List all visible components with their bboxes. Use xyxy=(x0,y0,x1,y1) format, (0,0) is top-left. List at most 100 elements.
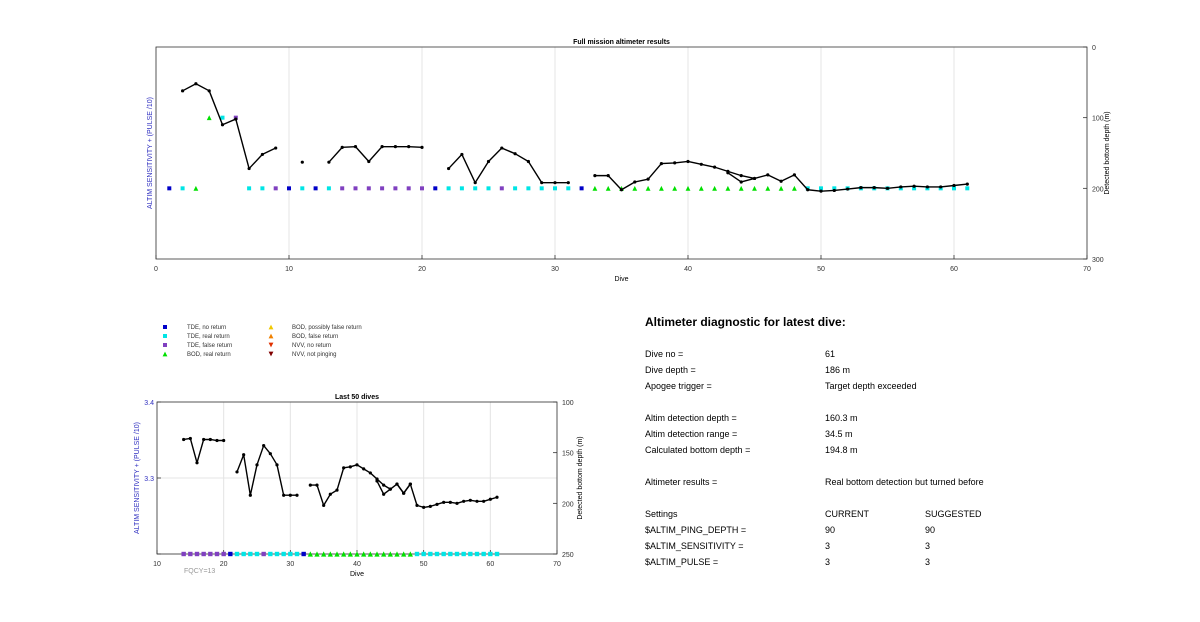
marker-triangle-up xyxy=(361,551,367,557)
depth-point xyxy=(435,502,439,506)
depth-point xyxy=(382,492,386,496)
legend-label: TDE, real return xyxy=(187,334,230,340)
marker-square xyxy=(481,551,486,557)
depth-point xyxy=(819,189,823,193)
depth-point xyxy=(912,184,916,188)
legend-label: TDE, no return xyxy=(187,325,226,331)
x-tick-label: 60 xyxy=(950,266,958,273)
legend-label: NVV, not pinging xyxy=(292,352,336,358)
marker-square xyxy=(468,551,473,557)
marker-triangle-up xyxy=(374,551,380,557)
depth-point xyxy=(619,188,624,192)
depth-point xyxy=(340,145,344,149)
depth-point xyxy=(420,145,424,149)
depth-point xyxy=(460,152,464,157)
depth-point xyxy=(402,491,406,495)
y2-axis-label: Detected bottom depth (m) xyxy=(577,436,584,519)
marker-triangle-up xyxy=(698,185,704,191)
depth-point xyxy=(188,436,192,441)
x-tick-label: 40 xyxy=(684,266,692,273)
marker-square xyxy=(220,115,225,120)
marker-square xyxy=(414,551,420,557)
diagnostic-value: 34.5 m xyxy=(825,429,853,439)
marker-triangle-up xyxy=(334,551,340,557)
depth-point xyxy=(792,173,797,177)
y2-tick-label: 100 xyxy=(1092,116,1104,123)
marker-square xyxy=(241,551,246,557)
y2-tick-label: 200 xyxy=(562,501,574,508)
depth-point xyxy=(659,162,664,166)
depth-point xyxy=(181,89,185,93)
marker-square xyxy=(473,186,478,191)
marker-square xyxy=(247,186,252,191)
depth-point xyxy=(260,152,264,157)
depth-point xyxy=(234,117,238,121)
marker-square xyxy=(965,186,970,191)
diagnostic-label: Dive no = xyxy=(645,349,684,359)
marker-triangle-up xyxy=(354,551,360,557)
marker-square xyxy=(163,334,167,338)
depth-point xyxy=(353,145,358,149)
marker-square xyxy=(340,186,345,191)
marker-square xyxy=(486,186,491,191)
x-tick-label: 20 xyxy=(220,561,228,568)
x-tick-label: 10 xyxy=(285,266,293,273)
depth-point xyxy=(393,145,397,149)
depth-point xyxy=(448,500,452,504)
x-tick-label: 20 xyxy=(418,266,426,273)
marker-square xyxy=(441,551,446,557)
depth-point xyxy=(388,487,392,491)
depth-line xyxy=(448,147,569,184)
depth-point xyxy=(335,488,339,492)
marker-triangle-up xyxy=(672,185,678,191)
y2-tick-label: 0 xyxy=(1092,45,1096,52)
marker-square xyxy=(459,186,464,191)
y2-axis-label: Detected bottom depth (m) xyxy=(1104,111,1111,194)
depth-point xyxy=(202,437,206,442)
depth-point xyxy=(859,186,863,190)
depth-point xyxy=(300,160,304,164)
marker-triangle-up xyxy=(367,551,373,557)
depth-point xyxy=(462,499,466,503)
depth-point xyxy=(566,181,570,185)
y-tick-label: 3.3 xyxy=(144,476,154,483)
marker-square xyxy=(832,186,837,191)
depth-point xyxy=(308,483,312,487)
marker-square xyxy=(294,551,300,557)
depth-point xyxy=(513,152,517,156)
depth-point xyxy=(362,467,366,471)
x-tick-label: 70 xyxy=(553,561,561,568)
marker-triangle-up xyxy=(401,551,407,557)
marker-square xyxy=(428,551,433,557)
marker-square xyxy=(579,186,584,191)
depth-point xyxy=(442,500,446,504)
settings-header-label: Settings xyxy=(645,509,678,519)
depth-point xyxy=(673,161,677,165)
depth-point xyxy=(222,438,226,443)
marker-triangle-up xyxy=(605,185,611,191)
fqcy-annotation: FQCY=13 xyxy=(184,568,215,575)
marker-square xyxy=(499,186,504,191)
marker-triangle-up xyxy=(268,324,274,330)
marker-square xyxy=(254,551,260,557)
depth-point xyxy=(242,453,246,457)
marker-square xyxy=(488,551,493,557)
marker-triangle-up xyxy=(592,185,598,191)
depth-line xyxy=(236,444,297,496)
depth-point xyxy=(526,159,531,164)
settings-name: $ALTIM_SENSITIVITY = xyxy=(645,541,744,551)
diagnostic-label: Altim detection range = xyxy=(645,429,738,439)
chart-title: Last 50 dives xyxy=(335,394,379,401)
marker-square xyxy=(474,551,480,557)
marker-triangle-up xyxy=(725,185,731,191)
marker-square xyxy=(288,551,293,557)
depth-line xyxy=(183,437,224,464)
marker-triangle-up xyxy=(712,185,717,191)
y2-tick-label: 150 xyxy=(562,451,574,458)
depth-point xyxy=(646,177,650,181)
x-tick-label: 40 xyxy=(353,561,361,568)
legend-label: BOD, real return xyxy=(187,352,231,358)
x-axis-label: Dive xyxy=(350,571,364,578)
depth-point xyxy=(367,159,371,164)
